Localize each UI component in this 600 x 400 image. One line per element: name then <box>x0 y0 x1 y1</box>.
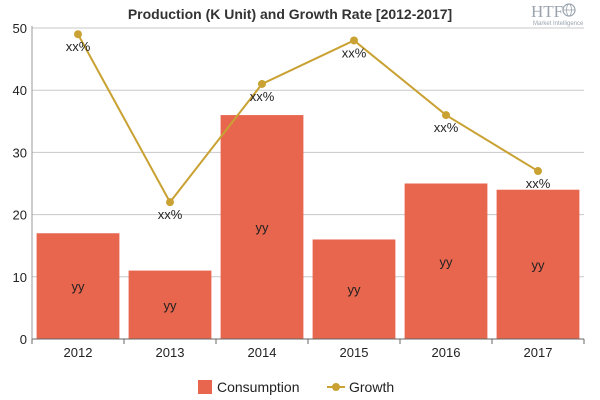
bar-2015 <box>312 239 396 339</box>
growth-label-2016: xx% <box>434 120 459 135</box>
legend-label-growth: Growth <box>349 379 394 395</box>
growth-label-2012: xx% <box>66 39 91 54</box>
x-tick-label-2017: 2017 <box>524 345 553 360</box>
legend: Consumption Growth <box>198 379 394 395</box>
globe-icon <box>562 3 576 17</box>
x-tick-label-2014: 2014 <box>248 345 277 360</box>
grid-layer <box>32 27 584 278</box>
y-tick-label-10: 10 <box>13 270 27 285</box>
y-tick-label-30: 30 <box>13 145 27 160</box>
x-tick-label-2015: 2015 <box>340 345 369 360</box>
y-tick-label-50: 50 <box>13 21 27 36</box>
y-tick-label-0: 0 <box>20 332 27 347</box>
bar-2014 <box>220 115 304 339</box>
bar-layer <box>36 115 580 339</box>
growth-point-2017 <box>534 167 542 176</box>
growth-label-2015: xx% <box>342 45 367 60</box>
legend-swatch-consumption <box>198 380 212 394</box>
bar-2017 <box>496 189 580 339</box>
label-layer: yy yy yy yy yy yy xx% xx% xx% xx% xx% xx% <box>66 39 551 313</box>
y-tick-label-20: 20 <box>13 208 27 223</box>
x-tick-label-2016: 2016 <box>432 345 461 360</box>
bar-label-2015: yy <box>348 282 362 297</box>
bar-label-2017: yy <box>532 257 546 272</box>
bar-2012 <box>36 233 120 339</box>
growth-point-2015 <box>350 36 358 45</box>
bar-2016 <box>404 183 488 339</box>
bar-label-2014: yy <box>256 220 270 235</box>
growth-point-2016 <box>442 111 450 120</box>
axis-layer: 0 10 20 30 40 50 2012 2013 2014 2015 2016 2017 <box>13 21 585 360</box>
line-layer <box>74 30 542 207</box>
bar-label-2016: yy <box>440 254 454 269</box>
growth-point-2013 <box>166 198 174 207</box>
chart-title: Production (K Unit) and Growth Rate [201… <box>128 6 452 22</box>
bar-label-2013: yy <box>164 298 178 313</box>
bar-2013 <box>128 270 212 339</box>
x-tick-label-2012: 2012 <box>64 345 93 360</box>
legend-label-consumption: Consumption <box>217 379 300 395</box>
y-tick-label-40: 40 <box>13 83 27 98</box>
growth-point-2014 <box>258 79 266 88</box>
htf-logo: HTF Market Intelligence <box>531 2 584 27</box>
bar-label-2012: yy <box>72 279 86 294</box>
logo-tagline: Market Intelligence <box>533 21 584 27</box>
growth-point-2012 <box>74 30 82 39</box>
growth-label-2017: xx% <box>526 176 551 191</box>
growth-label-2014: xx% <box>250 89 275 104</box>
growth-label-2013: xx% <box>158 207 183 222</box>
logo-mark: HTF <box>531 2 563 21</box>
x-tick-label-2013: 2013 <box>156 345 185 360</box>
growth-line <box>77 33 539 204</box>
legend-swatch-growth-marker <box>332 383 340 391</box>
